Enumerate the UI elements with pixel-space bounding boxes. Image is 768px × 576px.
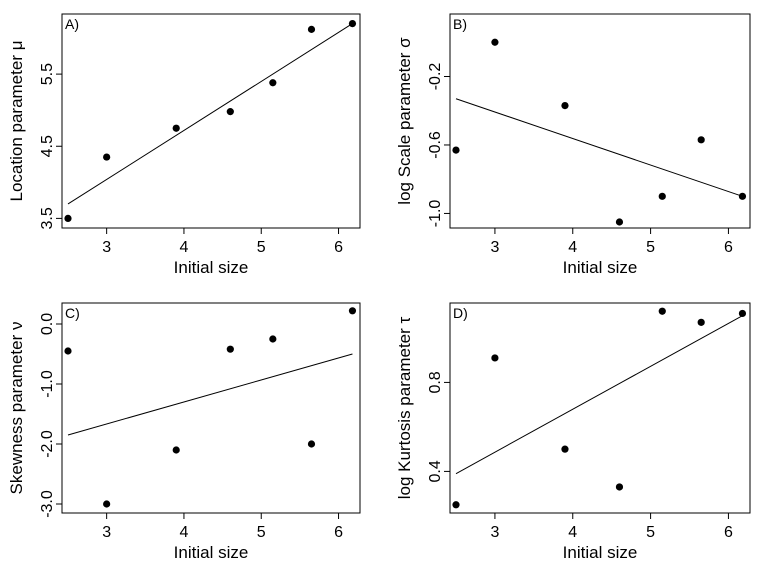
data-point: [561, 445, 569, 453]
panel-b: B) 3 4 5 6 -1.0 -0.6 -0.2 Initial size log Scale …: [395, 13, 751, 277]
data-point: [615, 218, 624, 226]
plot-frame: [61, 302, 361, 514]
panel-label: C): [65, 305, 80, 321]
data-point: [615, 483, 624, 491]
panel-label: A): [65, 16, 79, 32]
data-point: [658, 307, 666, 315]
x-tick-label: 6: [334, 524, 343, 541]
x-tick-label: 3: [102, 239, 111, 256]
y-axis-label: log Kurtosis parameter τ: [395, 316, 414, 499]
x-tick-label: 3: [490, 239, 499, 256]
x-tick-label: 6: [724, 239, 733, 256]
data-point: [348, 20, 357, 28]
y-tick-label: 4.5: [39, 135, 56, 157]
plot-frame: [449, 13, 751, 229]
x-tick-label: 4: [179, 239, 188, 256]
fit-line: [67, 23, 353, 205]
data-point: [307, 440, 316, 448]
data-point: [738, 192, 747, 200]
data-point: [172, 124, 180, 132]
x-axis-label: Initial size: [563, 543, 638, 562]
panel-c: C) 3 4 5 6 -3.0 -2.0 -1.0 0.0 Initial size Skewnes…: [7, 302, 361, 562]
fit-line: [67, 353, 353, 436]
y-tick-label: -0.6: [427, 131, 444, 159]
y-tick-label: -1.0: [427, 200, 444, 228]
data-point: [452, 501, 460, 509]
x-axis-label: Initial size: [174, 543, 249, 562]
panel-d: D) 3 4 5 6 0.4 0.8 Initial size log Kurtosis par…: [395, 302, 751, 562]
y-tick-label: -2.0: [39, 430, 56, 458]
y-tick-label: -3.0: [39, 490, 56, 518]
x-tick-label: 5: [257, 239, 266, 256]
data-point: [269, 79, 277, 87]
x-tick-label: 4: [568, 239, 577, 256]
x-tick-label: 3: [102, 524, 111, 541]
x-tick-label: 6: [724, 524, 733, 541]
data-point: [561, 101, 569, 110]
data-point: [269, 335, 277, 343]
plot-frame: [449, 302, 751, 514]
plot-frame: [61, 13, 361, 229]
data-point: [697, 318, 705, 326]
data-point: [103, 153, 111, 161]
data-point: [738, 309, 747, 318]
data-point: [172, 446, 180, 454]
x-tick-label: 4: [179, 524, 188, 541]
data-point: [697, 136, 705, 144]
x-tick-label: 5: [646, 239, 655, 256]
y-tick-label: 0.0: [39, 313, 56, 335]
y-axis-label: Location parameter μ: [7, 41, 26, 202]
x-tick-label: 3: [490, 524, 499, 541]
x-tick-label: 5: [646, 524, 655, 541]
panel-label: D): [453, 305, 468, 321]
data-point: [226, 108, 234, 116]
data-point: [658, 192, 666, 200]
data-point: [226, 345, 234, 353]
y-axis-label: log Scale parameter σ: [395, 37, 414, 205]
fit-line: [455, 315, 743, 475]
data-point: [491, 354, 499, 362]
panel-label: B): [453, 16, 467, 32]
data-point: [64, 347, 72, 355]
y-tick-label: -0.2: [427, 63, 444, 91]
y-tick-label: -1.0: [39, 370, 56, 398]
data-point: [307, 25, 316, 33]
x-tick-label: 6: [334, 239, 343, 256]
x-axis-label: Initial size: [563, 258, 638, 277]
fit-line: [455, 98, 743, 197]
y-tick-label: 0.8: [427, 371, 444, 393]
y-tick-label: 0.4: [427, 460, 444, 482]
x-axis-label: Initial size: [174, 258, 249, 277]
y-tick-label: 5.5: [39, 63, 56, 85]
x-tick-label: 5: [257, 524, 266, 541]
data-point: [64, 214, 72, 222]
x-tick-label: 4: [568, 524, 577, 541]
panel-a: A) 3 4 5 6 3.5 4.5 5.5 Initial size Location para…: [7, 13, 361, 277]
data-point: [491, 38, 499, 46]
y-tick-label: 3.5: [39, 207, 56, 229]
y-axis-label: Skewness parameter ν: [7, 322, 26, 495]
data-point: [348, 307, 357, 315]
data-point: [103, 500, 111, 508]
data-point: [452, 146, 460, 154]
